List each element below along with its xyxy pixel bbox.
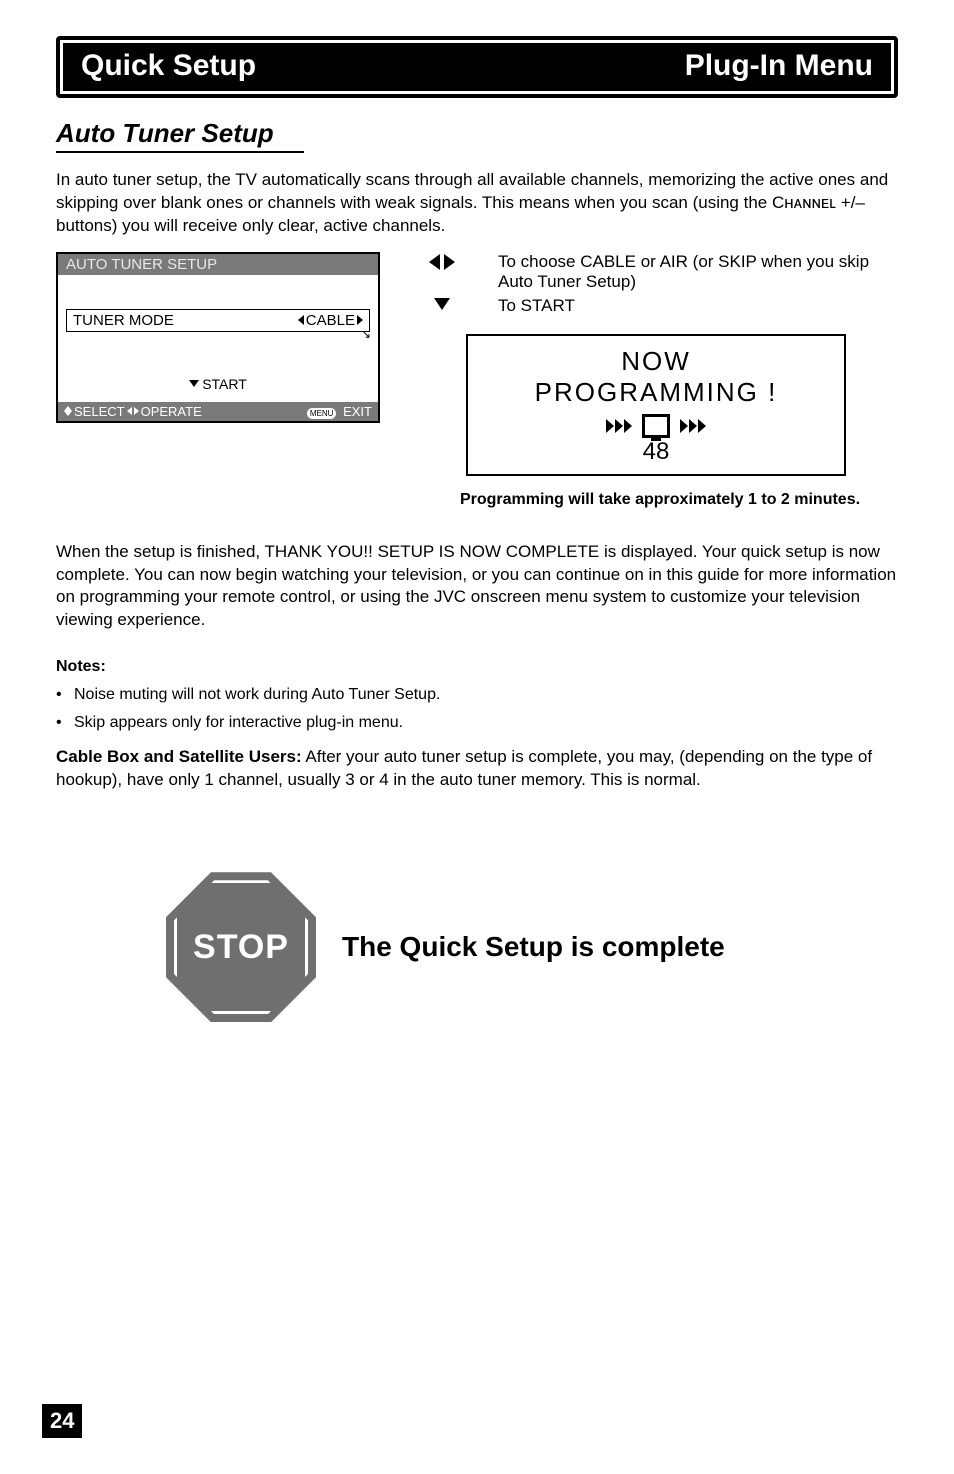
tuner-mode-label: TUNER MODE [73, 312, 174, 329]
intro-paragraph: In auto tuner setup, the TV automaticall… [56, 169, 898, 238]
stop-octagon: STOP [166, 872, 316, 1022]
tuner-mode-value-wrap: CABLE [298, 312, 363, 329]
note-bullet-2: • Skip appears only for interactive plug… [56, 714, 898, 732]
header-inner: Quick Setup Plug-In Menu [63, 43, 891, 91]
programming-caption: Programming will take approximately 1 to… [422, 490, 898, 511]
osd-footer-exit: EXIT [343, 404, 372, 419]
right-column: To choose CABLE or AIR (or SKIP when you… [422, 252, 898, 511]
down-arrow-text: To START [498, 296, 575, 316]
lr-arrow-icon [422, 252, 462, 270]
stop-sign: STOP [166, 872, 316, 1022]
osd-title: AUTO TUNER SETUP [58, 254, 378, 275]
fast-forward-icon [606, 419, 632, 433]
stop-text: STOP [193, 928, 289, 967]
tuner-mode-row: TUNER MODE CABLE ↘ [66, 309, 370, 332]
bullet-icon: • [56, 686, 66, 704]
osd-footer-right: MENU EXIT [307, 404, 372, 419]
osd-body: TUNER MODE CABLE ↘ START [58, 275, 378, 402]
tuner-mode-value: CABLE [306, 312, 355, 329]
osd-start-label: START [202, 376, 247, 392]
osd-footer-select: SELECT [74, 404, 125, 419]
osd-footer-operate: OPERATE [141, 404, 202, 419]
header-title-right: Plug-In Menu [685, 49, 873, 83]
programming-box: NOW PROGRAMMING ! 48 [466, 334, 846, 476]
fast-forward-icon-2 [680, 419, 706, 433]
note-text-1: Noise muting will not work during Auto T… [74, 686, 440, 704]
section-title: Auto Tuner Setup [56, 118, 898, 149]
programming-line1: NOW [476, 346, 836, 377]
lr-arrow-text: To choose CABLE or AIR (or SKIP when you… [498, 252, 898, 292]
header-title-left: Quick Setup [81, 49, 256, 83]
cablebox-paragraph: Cable Box and Satellite Users: After you… [56, 746, 898, 792]
two-column: AUTO TUNER SETUP TUNER MODE CABLE ↘ STA [56, 252, 898, 511]
right-arrow-tiny-icon [134, 407, 139, 415]
stop-row: STOP The Quick Setup is complete [166, 872, 898, 1022]
osd-start-row: START [66, 332, 370, 398]
cablebox-lead: Cable Box and Satellite Users: [56, 747, 302, 766]
osd-footer-left: SELECT OPERATE [64, 404, 202, 419]
right-arrow-icon [357, 315, 363, 325]
programming-icons [476, 414, 836, 438]
page-number: 24 [42, 1404, 82, 1438]
page: Quick Setup Plug-In Menu Auto Tuner Setu… [0, 0, 954, 1474]
bullet-icon: • [56, 714, 66, 732]
updown-arrow-icon [64, 406, 72, 416]
arrow-row-lr: To choose CABLE or AIR (or SKIP when you… [422, 252, 898, 292]
osd-panel: AUTO TUNER SETUP TUNER MODE CABLE ↘ STA [56, 252, 380, 423]
programming-line2: PROGRAMMING ! [476, 377, 836, 408]
note-bullet-1: • Noise muting will not work during Auto… [56, 686, 898, 704]
complete-message: The Quick Setup is complete [342, 931, 725, 963]
down-arrow-icon [189, 380, 199, 387]
programming-number: 48 [476, 438, 836, 466]
tv-icon [642, 414, 670, 438]
post-paragraph: When the setup is finished, THANK YOU!! … [56, 541, 898, 633]
notes-heading: Notes: [56, 658, 898, 676]
osd-footer: SELECT OPERATE MENU EXIT [58, 402, 378, 421]
left-column: AUTO TUNER SETUP TUNER MODE CABLE ↘ STA [56, 252, 396, 511]
left-arrow-icon [298, 315, 304, 325]
arrow-row-down: To START [422, 296, 898, 316]
menu-pill: MENU [307, 408, 337, 419]
section-underline [56, 151, 304, 153]
corner-arrow-icon: ↘ [361, 327, 371, 341]
left-arrow-tiny-icon [127, 407, 132, 415]
note-text-2: Skip appears only for interactive plug-i… [74, 714, 403, 732]
down-arrow-med-icon [422, 296, 462, 310]
header-bar: Quick Setup Plug-In Menu [56, 36, 898, 98]
